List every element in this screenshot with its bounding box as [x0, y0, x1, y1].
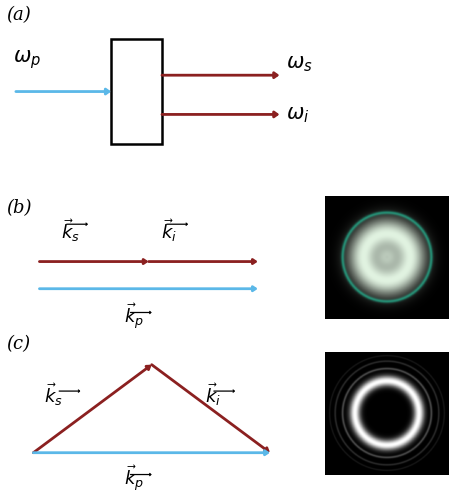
Text: $\omega_i$: $\omega_i$: [286, 105, 310, 125]
Text: (b): (b): [6, 199, 32, 217]
Text: $\omega_p$: $\omega_p$: [13, 48, 41, 71]
Text: (a): (a): [6, 7, 31, 25]
Text: $\vec{k}_i$: $\vec{k}_i$: [161, 218, 177, 244]
Text: $\vec{k}_p$: $\vec{k}_p$: [124, 464, 145, 494]
Text: (c): (c): [6, 335, 30, 353]
Text: $\vec{k}_i$: $\vec{k}_i$: [205, 382, 221, 408]
Text: $\vec{k}_p$: $\vec{k}_p$: [124, 302, 145, 332]
Text: $\vec{k}_s$: $\vec{k}_s$: [61, 218, 80, 244]
Bar: [111, 39, 162, 144]
Text: $\omega_s$: $\omega_s$: [286, 55, 313, 74]
Text: $\vec{k}_s$: $\vec{k}_s$: [44, 382, 63, 408]
